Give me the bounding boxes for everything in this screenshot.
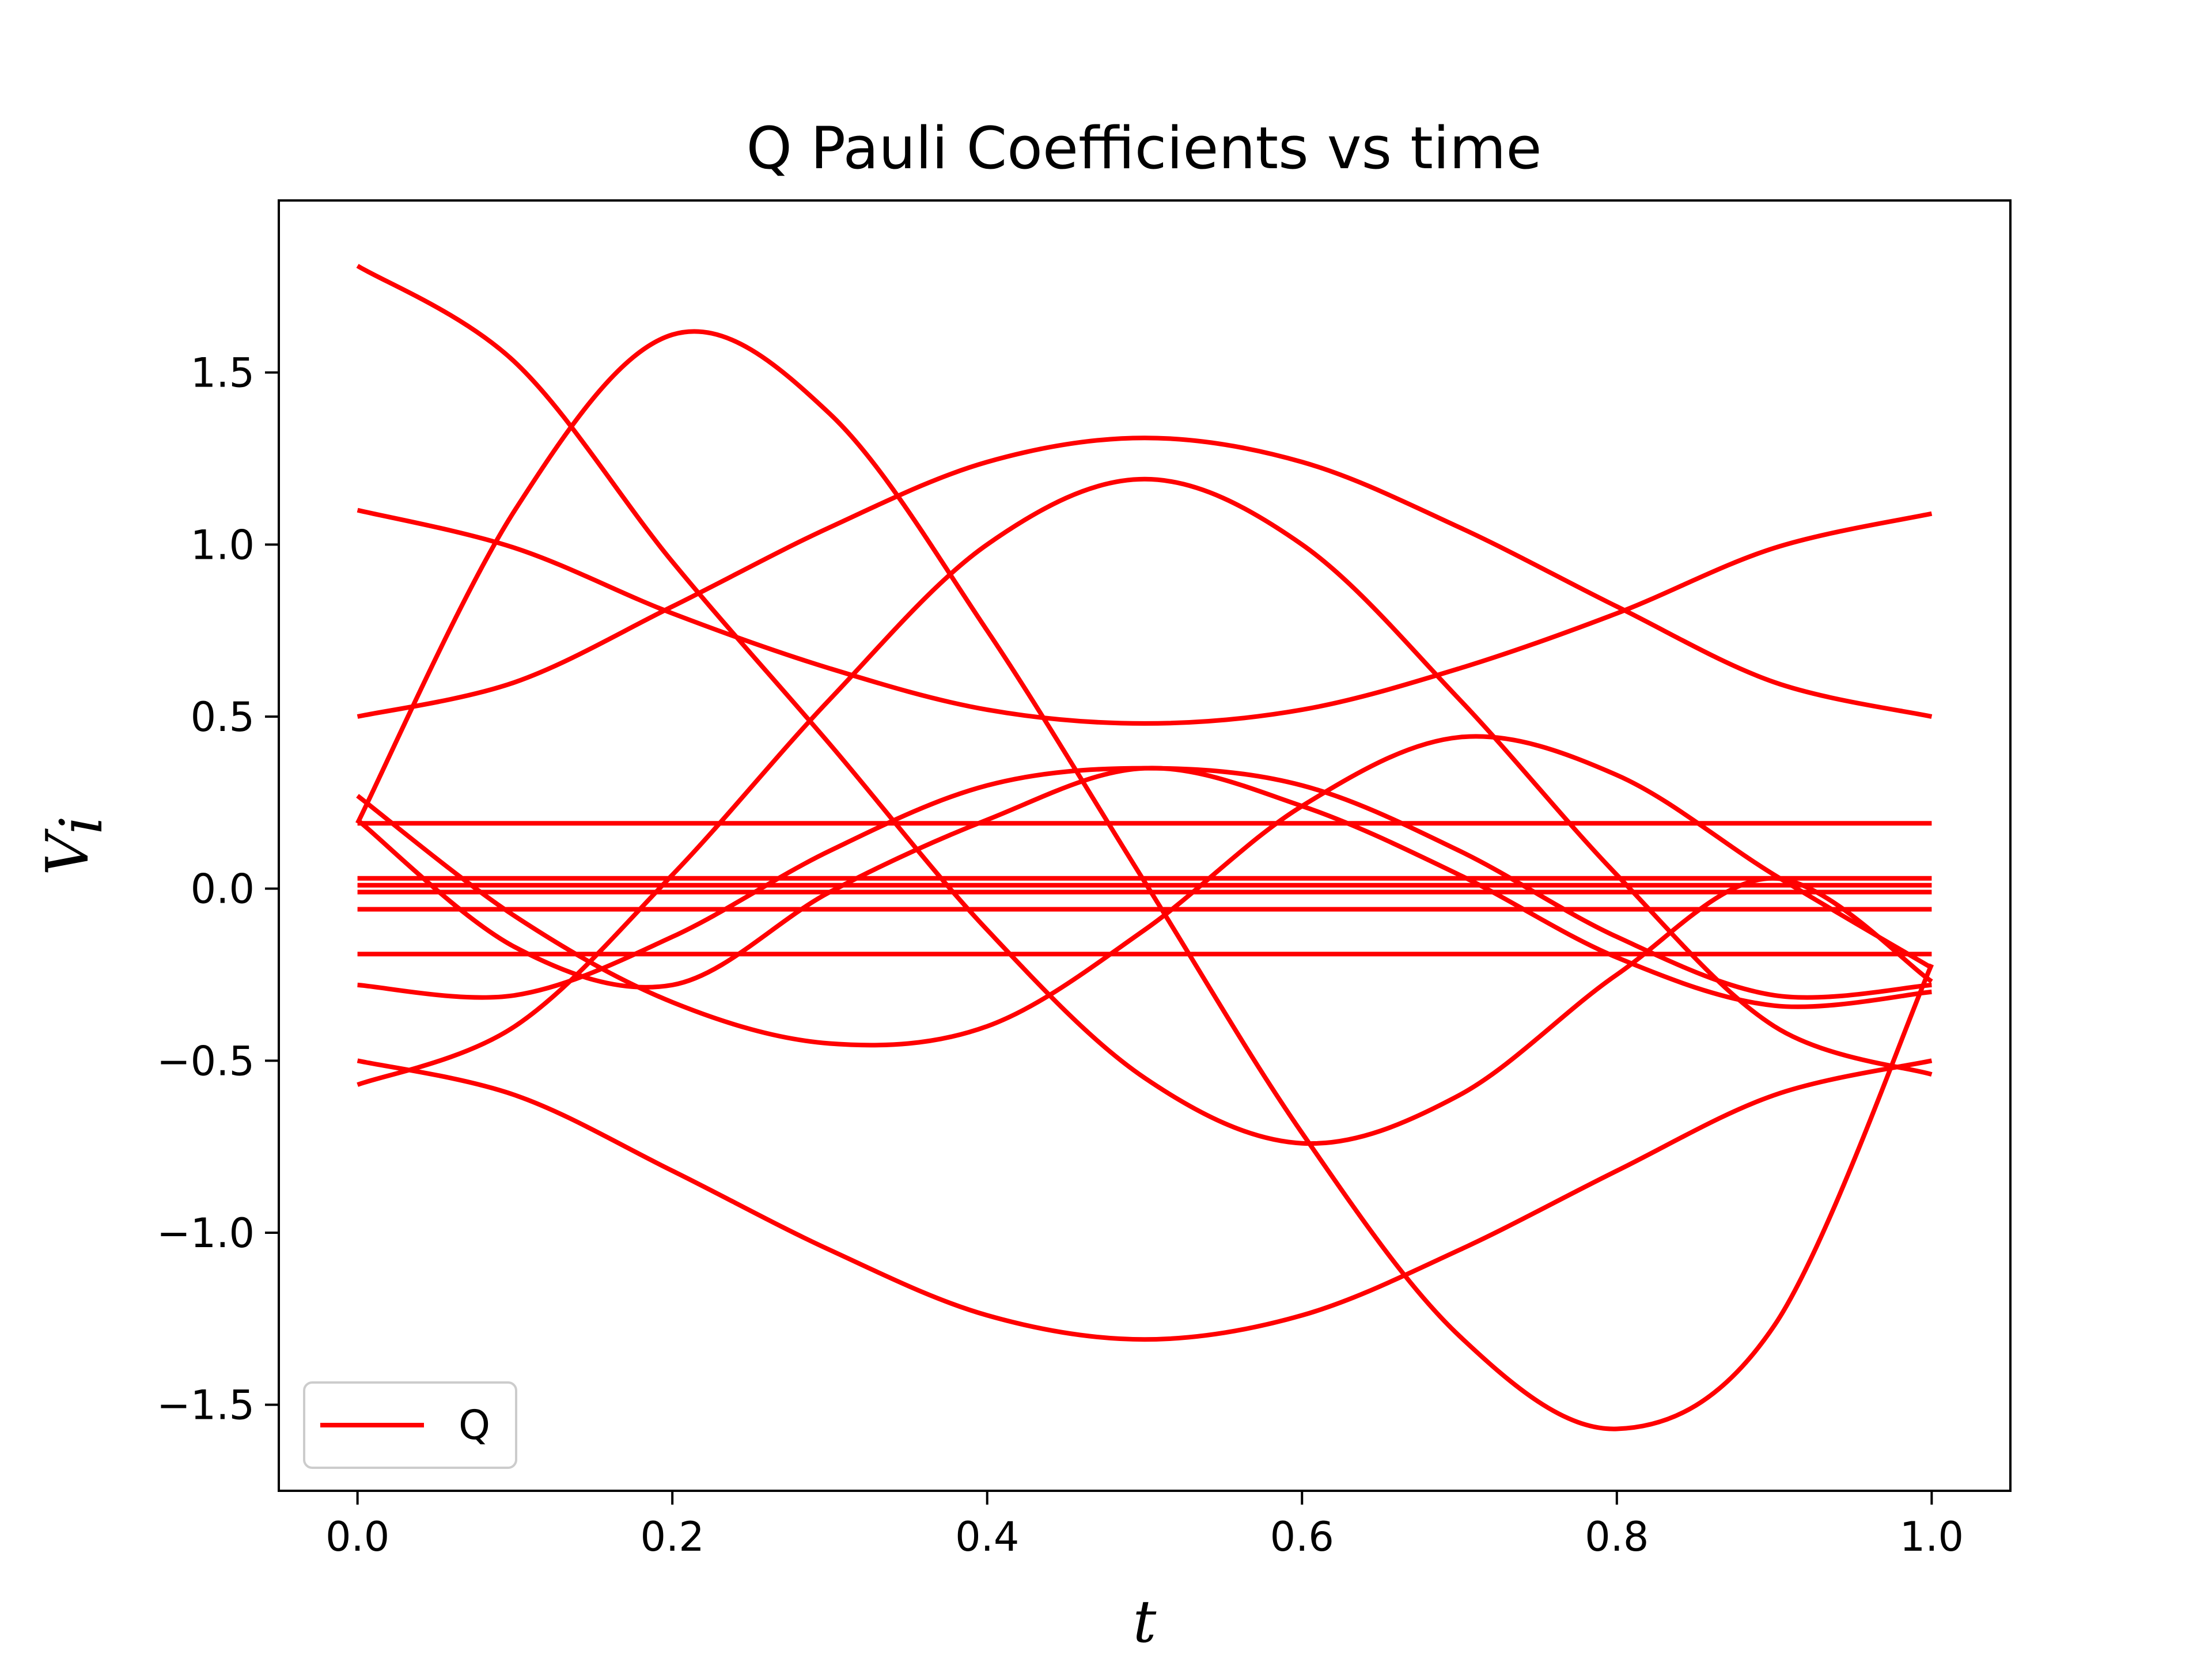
legend-label: Q [459,1402,490,1449]
x-axis-label: t [1133,1588,1157,1656]
y-tick-label: 0.0 [191,866,255,913]
series-line-2 [355,329,1934,1431]
series-group [355,264,1934,1431]
y-tick-label: −0.5 [157,1037,255,1085]
y-axis-label-subscript: i [47,816,115,834]
series-line-4 [357,507,1933,726]
series-line-6 [357,1058,1933,1342]
x-tick-label: 1.0 [1900,1513,1964,1560]
series-line-9 [356,766,1932,1009]
legend: Q [303,1381,517,1469]
plot-area [278,199,2012,1492]
x-axis: 0.0 0.2 0.4 0.6 0.8 1.0 [325,1491,1964,1560]
series-line-1 [356,264,1933,1146]
y-axis-label-main: V [33,828,101,876]
x-tick-label: 0.0 [325,1513,389,1560]
chart-title: Q Pauli Coefficients vs time [747,114,1542,182]
x-tick-label: 0.6 [1270,1513,1334,1560]
y-tick-label: 1.5 [191,350,255,397]
y-axis-label: Vi [33,816,115,875]
y-tick-label: −1.5 [157,1382,255,1429]
plot-frame [278,199,2012,1492]
series-line-3 [357,435,1933,719]
y-tick-label: 1.0 [191,521,255,569]
series-line-5 [357,476,1933,1087]
y-axis: −1.5 −1.0 −0.5 0.0 0.5 1.0 1.5 [157,350,279,1429]
plot-background [279,200,2010,1491]
series-line-7 [356,734,1933,1048]
y-tick-label: −1.0 [157,1210,255,1257]
x-tick-label: 0.2 [641,1513,704,1560]
x-tick-label: 0.8 [1585,1513,1649,1560]
y-tick-label: 0.5 [191,694,255,741]
x-tick-label: 0.4 [955,1513,1019,1560]
